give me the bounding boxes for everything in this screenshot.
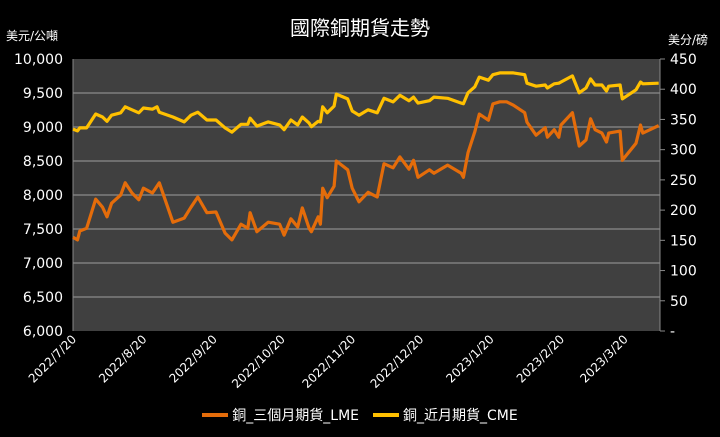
y-left-tick-label: 6,500 [23,290,63,306]
legend-swatch-cme [373,413,400,417]
y-right-tick-label: 150 [670,233,697,249]
legend-item-cme: 銅_近月期貨_CME [373,405,518,425]
y-left-tick-label: 6,000 [23,324,63,340]
x-tick-label: 2022/8/20 [96,332,149,385]
legend-item-lme: 銅_三個月期貨_LME [202,405,359,425]
y-left-tick-label: 8,500 [23,154,63,170]
y-right-tick-label: 200 [670,203,697,219]
y-right-tick-label: 50 [670,294,688,310]
x-tick-label: 2023/3/20 [577,332,630,385]
x-tick-label: 2022/9/20 [166,332,219,385]
x-tick-label: 2022/12/20 [368,332,427,391]
series-line-cme [72,71,659,134]
y-left-tick-label: 9,500 [23,86,63,102]
chart-title: 國際銅期貨走勢 [290,16,430,40]
y-right-tick-label: 250 [670,173,697,189]
y-right-tick-label: 400 [670,82,697,98]
y-left-tick-label: 10,000 [14,52,63,68]
left-axis-unit: 美元/公噸 [6,29,59,43]
x-tick-label: 2022/11/20 [300,332,359,391]
x-tick-label: 2023/1/20 [443,332,496,385]
y-left-tick-label: 9,000 [23,120,63,136]
series-line-lme [72,100,660,242]
y-right-tick-label: 100 [670,264,697,280]
y-right-tick-label: 450 [670,52,697,68]
x-tick-label: 2022/7/20 [26,332,79,385]
y-left-tick-label: 8,000 [23,188,63,204]
y-right-tick-label: 300 [670,143,697,159]
y-left-tick-label: 7,000 [23,256,63,272]
x-tick-label: 2022/10/20 [229,332,288,391]
legend-label-cme: 銅_近月期貨_CME [403,408,518,424]
legend: 銅_三個月期貨_LME 銅_近月期貨_CME [0,405,720,425]
x-tick-label: 2023/2/20 [514,332,567,385]
y-left-tick-label: 7,500 [23,222,63,238]
legend-swatch-lme [202,413,229,417]
legend-label-lme: 銅_三個月期貨_LME [232,408,360,424]
y-right-tick-label: 350 [670,112,697,128]
y-right-tick-label: - [670,324,675,340]
right-axis-unit: 美分/磅 [668,33,709,47]
